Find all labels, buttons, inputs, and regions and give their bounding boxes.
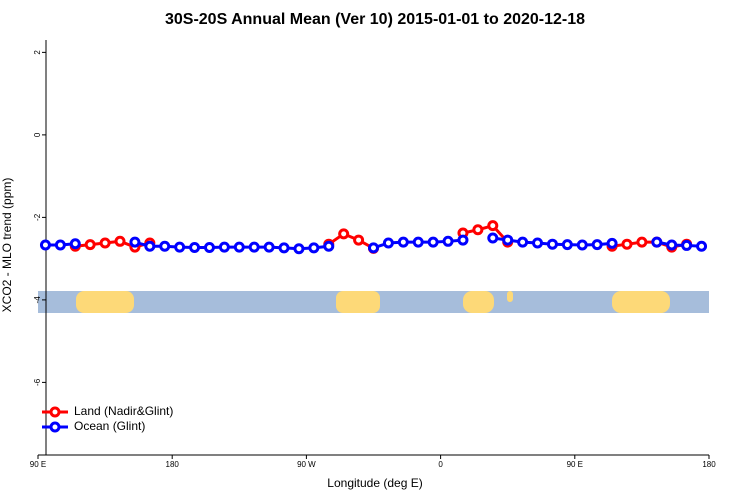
y-tick-label: -6 bbox=[33, 378, 42, 386]
point bbox=[323, 240, 335, 252]
land-blob bbox=[463, 291, 494, 313]
x-tick-label: 180 bbox=[166, 460, 180, 469]
point bbox=[248, 241, 260, 253]
point bbox=[278, 242, 290, 254]
point bbox=[487, 220, 499, 232]
x-tick-label: 90 E bbox=[30, 460, 46, 469]
point bbox=[159, 240, 171, 252]
point bbox=[129, 236, 141, 248]
point bbox=[561, 239, 573, 251]
series-line bbox=[75, 223, 687, 250]
point bbox=[546, 238, 558, 250]
x-tick-label: 90 E bbox=[567, 460, 583, 469]
land-blob bbox=[507, 291, 513, 302]
point bbox=[293, 243, 305, 255]
x-tick-label: 0 bbox=[438, 460, 443, 469]
x-axis-label: Longitude (deg E) bbox=[327, 476, 422, 490]
point bbox=[696, 240, 708, 252]
point bbox=[427, 236, 439, 248]
point bbox=[353, 234, 365, 246]
point bbox=[472, 224, 484, 236]
point bbox=[681, 239, 693, 251]
legend-marker bbox=[49, 406, 61, 418]
point bbox=[397, 236, 409, 248]
point bbox=[114, 235, 126, 247]
point bbox=[308, 242, 320, 254]
point bbox=[532, 237, 544, 249]
legend-label: Land (Nadir&Glint) bbox=[74, 404, 173, 418]
land-blob bbox=[612, 291, 670, 313]
point bbox=[442, 235, 454, 247]
land-blob bbox=[336, 291, 380, 313]
point bbox=[189, 242, 201, 253]
point bbox=[382, 237, 394, 249]
point bbox=[412, 236, 424, 248]
map-strip bbox=[38, 291, 709, 313]
point bbox=[84, 239, 96, 251]
x-tick-label: 180 bbox=[702, 460, 716, 469]
chart-title: 30S-20S Annual Mean (Ver 10) 2015-01-01 … bbox=[165, 11, 585, 28]
point bbox=[636, 236, 648, 248]
y-tick-label: 2 bbox=[33, 50, 42, 55]
point bbox=[666, 239, 678, 251]
point bbox=[39, 239, 51, 251]
legend-marker bbox=[49, 421, 61, 433]
point bbox=[487, 232, 499, 244]
point bbox=[174, 241, 186, 253]
point bbox=[144, 240, 156, 252]
point bbox=[591, 239, 603, 251]
y-tick-label: -4 bbox=[33, 296, 42, 304]
point bbox=[218, 241, 230, 253]
point bbox=[621, 238, 633, 250]
y-tick-label: -2 bbox=[33, 213, 42, 221]
point bbox=[368, 242, 379, 254]
legend-label: Ocean (Glint) bbox=[74, 419, 145, 433]
y-axis-label: XCO2 - MLO trend (ppm) bbox=[0, 178, 14, 313]
point bbox=[263, 241, 275, 253]
point bbox=[69, 238, 81, 250]
point bbox=[457, 234, 469, 246]
point bbox=[651, 236, 663, 248]
land-blob bbox=[76, 291, 134, 313]
point bbox=[203, 242, 215, 253]
x-tick-label: 90 W bbox=[297, 460, 316, 469]
y-tick-label: 0 bbox=[33, 132, 42, 137]
point bbox=[576, 239, 588, 251]
point bbox=[338, 228, 350, 240]
point bbox=[606, 237, 618, 249]
point bbox=[517, 236, 529, 248]
point bbox=[502, 234, 514, 246]
point bbox=[233, 241, 245, 253]
point bbox=[54, 239, 66, 251]
point bbox=[99, 237, 111, 249]
